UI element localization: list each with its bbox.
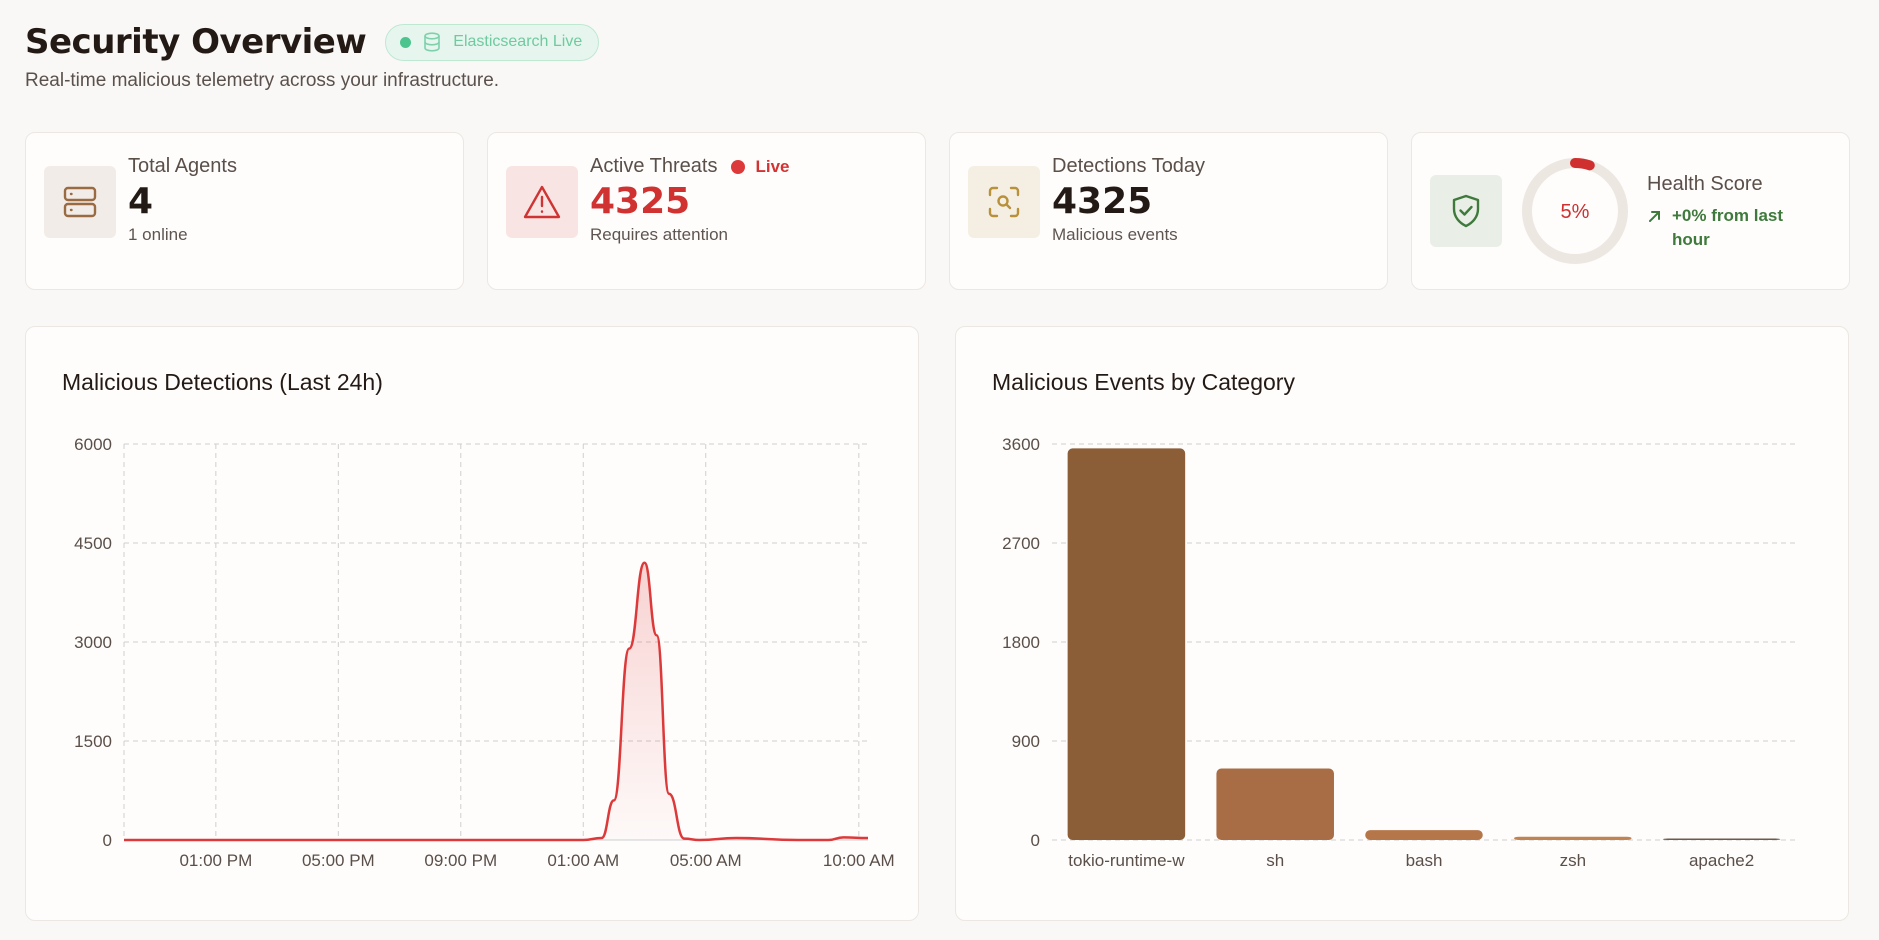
bar-zsh <box>1514 836 1632 840</box>
server-icon-box <box>44 166 116 238</box>
y-tick-label: 6000 <box>74 435 112 454</box>
stat-label: Active Threats <box>590 155 718 177</box>
database-icon <box>424 32 441 52</box>
stat-label: Health Score <box>1647 173 1763 195</box>
server-icon <box>63 186 97 218</box>
x-tick-label: 09:00 PM <box>424 851 497 870</box>
y-tick-label: 1800 <box>1002 633 1040 652</box>
warning-icon-box <box>506 166 578 238</box>
x-tick-label: 10:00 AM <box>823 851 895 870</box>
y-tick-label: 1500 <box>74 732 112 751</box>
detections-area <box>124 562 868 840</box>
live-indicator-dot <box>731 159 746 174</box>
category-chart-panel: Malicious Events by Category 3600 2700 180… <box>955 326 1849 921</box>
stat-card-total-agents[interactable]: Total Agents 4 1 online <box>25 132 464 290</box>
live-label: Live <box>755 156 790 176</box>
elasticsearch-status-badge: Elasticsearch Live <box>385 23 600 61</box>
x-tick-label: 01:00 PM <box>179 851 252 870</box>
page-header: Security Overview Elasticsearch Live Rea… <box>25 22 600 92</box>
stat-label: Detections Today <box>1052 155 1206 177</box>
warning-icon <box>523 185 561 219</box>
detections-line <box>124 561 869 842</box>
y-tick-label: 4500 <box>74 534 112 553</box>
shield-icon-box <box>1430 175 1502 247</box>
badge-label: Elasticsearch Live <box>453 33 583 50</box>
stat-value: 4325 <box>590 181 691 222</box>
y-tick-label: 0 <box>103 831 112 850</box>
x-tick-label: zsh <box>1560 851 1586 870</box>
scan-icon-box <box>968 166 1040 238</box>
page-title: Security Overview <box>25 22 367 62</box>
y-tick-label: 0 <box>1031 831 1040 850</box>
chart-title: Malicious Detections (Last 24h) <box>62 369 383 395</box>
chart-title: Malicious Events by Category <box>992 369 1295 395</box>
stat-value: 4 <box>128 181 154 222</box>
bar-apache2 <box>1662 838 1781 840</box>
detections-chart-panel: Malicious Detections (Last 24h) 6000 4500… <box>25 326 919 921</box>
x-tick-label: apache2 <box>1689 851 1754 870</box>
detections-line-chart: 6000 4500 3000 1500 0 01:00 PM 05:00 PM 09:00 P… <box>74 435 895 870</box>
y-tick-label: 2700 <box>1002 534 1040 553</box>
x-tick-label: 01:00 AM <box>547 851 619 870</box>
bar-sh <box>1216 768 1334 840</box>
stat-subtext: 1 online <box>128 225 188 244</box>
y-tick-label: 3000 <box>74 633 112 652</box>
health-trend-text-cont: hour <box>1672 230 1710 249</box>
shield-check-icon <box>1452 194 1480 228</box>
status-dot <box>400 36 412 48</box>
health-score-value: 5% <box>1561 201 1590 223</box>
x-tick-label: bash <box>1406 851 1443 870</box>
bar-tokio-runtime-w <box>1067 448 1186 840</box>
stat-subtext: Malicious events <box>1052 225 1178 244</box>
x-tick-label: 05:00 AM <box>670 851 742 870</box>
health-score-arc <box>1522 158 1628 264</box>
x-tick-label: sh <box>1266 851 1284 870</box>
stat-card-detections-today[interactable]: Detections Today 4325 Malicious events <box>949 132 1388 290</box>
health-score-gauge: 5% <box>1522 158 1628 264</box>
x-tick-label: tokio-runtime-w <box>1068 851 1185 870</box>
stat-label: Total Agents <box>128 155 237 177</box>
stat-subtext: Requires attention <box>590 225 728 244</box>
y-tick-label: 3600 <box>1002 435 1040 454</box>
category-bar-chart: 3600 2700 1800 900 0 tokio-runtime-w sh bash zsh… <box>1002 435 1796 870</box>
y-tick-label: 900 <box>1012 732 1040 751</box>
arrow-up-right-icon <box>1649 211 1660 222</box>
stat-card-health-score[interactable]: 5% Health Score +0% from last hour <box>1411 132 1850 290</box>
bar-bash <box>1365 830 1483 840</box>
scan-search-icon <box>988 186 1020 218</box>
stat-card-active-threats[interactable]: Active Threats Live 4325 Requires attent… <box>487 132 926 290</box>
health-trend-text: +0% from last <box>1672 206 1784 225</box>
page-subtitle: Real-time malicious telemetry across you… <box>25 70 500 91</box>
x-tick-label: 05:00 PM <box>302 851 375 870</box>
stat-value: 4325 <box>1052 181 1153 222</box>
health-trend: +0% from last hour <box>1647 204 1783 252</box>
